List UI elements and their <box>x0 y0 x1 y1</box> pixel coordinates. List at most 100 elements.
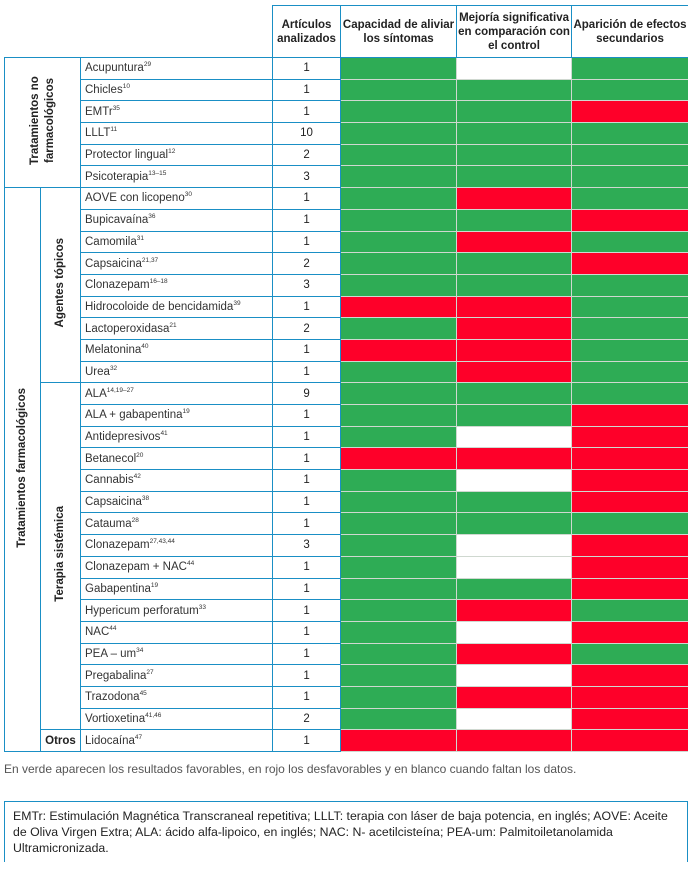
reference-superscript: 35 <box>112 104 120 112</box>
side-effects-cell <box>571 100 688 124</box>
improvement-cell <box>456 599 573 622</box>
treatment-name: Hidrocoloide de bencidamida39 <box>79 295 274 319</box>
improvement-cell <box>456 729 573 752</box>
articles-count: 1 <box>272 490 342 514</box>
articles-count: 1 <box>272 664 342 687</box>
side-effects-cell <box>571 252 688 275</box>
treatment-name: Cannabis42 <box>79 469 274 492</box>
table-row: Trazodona45 1 <box>5 685 688 709</box>
articles-count: 3 <box>272 273 342 297</box>
improvement-cell <box>456 122 573 145</box>
articles-count: 1 <box>272 187 342 210</box>
relief-cell <box>340 78 458 102</box>
treatment-label: Gabapentina <box>85 582 151 595</box>
articles-count: 1 <box>272 577 342 601</box>
relief-cell <box>340 143 458 167</box>
legend-note: En verde aparecen los resultados favorab… <box>4 762 577 776</box>
treatment-label: Lactoperoxidasa <box>85 322 170 335</box>
table-row: Hypericum perforatum33 1 <box>5 599 688 622</box>
header-side-effects: Aparición de efectos secundarios <box>571 5 688 58</box>
treatment-label: Lidocaína <box>85 734 135 747</box>
treatment-label: Protector lingual <box>85 149 169 162</box>
relief-cell <box>340 57 458 80</box>
articles-count: 2 <box>272 252 342 275</box>
treatment-label: Trazodona <box>85 691 140 704</box>
side-effects-cell <box>571 642 688 666</box>
improvement-cell <box>456 295 573 319</box>
relief-cell <box>340 187 458 210</box>
page: Artículos analizados Capacidad de alivia… <box>4 5 688 752</box>
side-effects-cell <box>571 664 688 687</box>
table-row: Psicoterapia13–15 3 <box>5 165 688 189</box>
relief-cell <box>340 165 458 189</box>
abbreviations-box: EMTr: Estimulación Magnética Transcranea… <box>4 801 688 862</box>
improvement-cell <box>456 404 573 427</box>
treatment-name: Gabapentina19 <box>79 577 274 601</box>
articles-count: 3 <box>272 534 342 557</box>
improvement-cell <box>456 469 573 492</box>
table-row: Gabapentina19 1 <box>5 577 688 601</box>
reference-superscript: 20 <box>136 451 144 459</box>
relief-cell <box>340 729 458 752</box>
reference-superscript: 41 <box>160 430 168 438</box>
treatment-label: Hidrocoloide de bencidamida <box>85 300 234 313</box>
table-row: Otros Lidocaína47 1 <box>5 729 688 752</box>
treatment-label: Antidepresivos <box>85 431 161 444</box>
reference-superscript: 10 <box>122 83 130 91</box>
reference-superscript: 45 <box>139 690 147 698</box>
improvement-cell <box>456 664 573 687</box>
improvement-cell <box>456 360 573 384</box>
side-effects-cell <box>571 490 688 514</box>
articles-count: 1 <box>272 512 342 536</box>
improvement-cell <box>456 425 573 449</box>
relief-cell <box>340 230 458 254</box>
subgroup-systemic-label: Terapia sistémica <box>54 506 66 603</box>
improvement-cell <box>456 534 573 557</box>
treatment-name: Betanecol20 <box>79 447 274 471</box>
articles-count: 1 <box>272 57 342 80</box>
side-effects-cell <box>571 78 688 102</box>
treatment-name: Melatonina40 <box>79 338 274 362</box>
treatment-label: Clonazepam <box>85 279 150 292</box>
articles-count: 1 <box>272 642 342 666</box>
articles-count: 2 <box>272 707 342 731</box>
table-row: Betanecol20 1 <box>5 447 688 471</box>
improvement-cell <box>456 338 573 362</box>
articles-count: 1 <box>272 555 342 579</box>
table-row: Clonazepam27,43,44 3 <box>5 534 688 557</box>
group-pharmacological-label: Tratamientos farmacológicos <box>16 387 28 548</box>
table-row: Pregabalina27 1 <box>5 664 688 687</box>
table-row: Terapia sistémica ALA14,19–27 9 <box>5 382 688 731</box>
treatment-name: LLLT11 <box>79 122 274 145</box>
reference-superscript: 41,46 <box>145 712 162 720</box>
improvement-cell <box>456 100 573 124</box>
side-effects-cell <box>571 512 688 536</box>
table-row: ALA + gabapentina19 1 <box>5 404 688 427</box>
treatment-label: Betanecol <box>85 452 137 465</box>
side-effects-cell <box>571 729 688 752</box>
treatment-label: Capsaicina <box>85 496 142 509</box>
reference-superscript: 14,19–27 <box>106 386 134 394</box>
reference-superscript: 13–15 <box>148 169 167 177</box>
articles-count: 9 <box>272 382 342 405</box>
relief-cell <box>340 404 458 427</box>
relief-cell <box>340 555 458 579</box>
side-effects-cell <box>571 165 688 189</box>
side-effects-cell <box>571 707 688 731</box>
reference-superscript: 32 <box>109 365 118 373</box>
relief-cell <box>340 642 458 666</box>
treatment-label: Clonazepam + NAC <box>85 561 187 574</box>
treatment-name: Psicoterapia13–15 <box>79 165 274 189</box>
treatment-label: Pregabalina <box>85 669 147 682</box>
side-effects-cell <box>571 122 688 145</box>
side-effects-cell <box>571 360 688 384</box>
treatment-name: Capsaicina21,37 <box>79 252 274 275</box>
articles-count: 2 <box>272 317 342 340</box>
treatment-name: ALA14,19–27 <box>79 382 274 405</box>
side-effects-cell <box>571 577 688 601</box>
relief-cell <box>340 490 458 514</box>
improvement-cell <box>456 447 573 471</box>
treatment-name: Clonazepam16–18 <box>79 273 274 297</box>
reference-superscript: 12 <box>168 148 176 156</box>
treatment-label: Hypericum perforatum <box>85 604 199 617</box>
